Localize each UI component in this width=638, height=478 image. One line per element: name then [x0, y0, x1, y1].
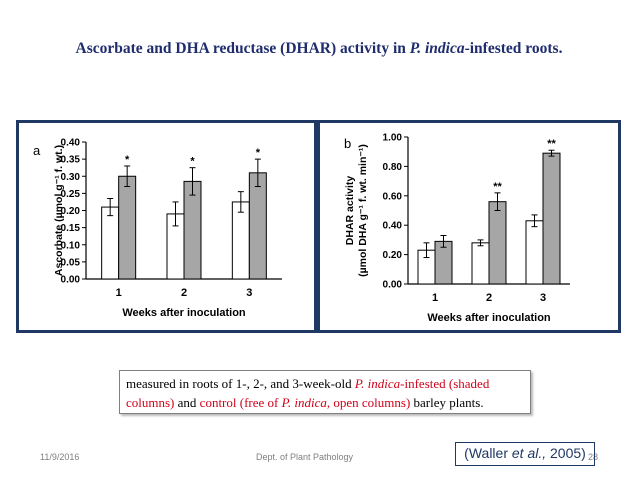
x-category-label: 1 — [116, 287, 122, 299]
y-tick-label: 0.30 — [61, 172, 81, 183]
bar-week3-open — [525, 220, 544, 285]
significance-label: ** — [493, 181, 502, 193]
x-category-label: 3 — [540, 292, 546, 304]
y-axis-label-units: (µmol DHA g⁻¹ f. wt. min⁻¹) — [357, 144, 369, 277]
y-tick-label: 0.35 — [61, 155, 81, 166]
significance-label: * — [256, 147, 261, 159]
y-tick-label: 0.00 — [61, 275, 81, 286]
y-axis-label: Ascorbate (µmol g⁻¹ f. wt.) — [53, 145, 65, 276]
footer-date: 11/9/2016 — [40, 452, 80, 462]
significance-label: * — [190, 156, 195, 168]
bar-week3-shaded — [248, 172, 267, 280]
bar-week2-open — [471, 242, 490, 285]
bar-week1-open — [101, 206, 120, 280]
y-tick-label: 0.40 — [383, 221, 403, 232]
x-category-label: 3 — [246, 287, 252, 299]
y-tick-label: 0.40 — [61, 138, 81, 149]
significance-label: ** — [547, 138, 556, 150]
chart-panel-ascorbate: 0.00 0.05 0.10 0.15 0.20 0.25 0.30 0.35 0.40 * 1 * 2… — [16, 120, 317, 333]
dhar-bar-chart: 0.00 0.20 0.40 0.60 0.80 1.00 1 ** 2 ** 3 Weeks aft… — [344, 133, 570, 324]
bar-week3-open — [231, 201, 250, 280]
footer-department: Dept. of Plant Pathology — [256, 452, 354, 462]
y-tick-label: 0.00 — [383, 280, 403, 291]
y-tick-label: 0.60 — [383, 191, 403, 202]
bar-week1-shaded — [118, 175, 137, 280]
y-tick-label: 0.10 — [61, 240, 81, 251]
panel-label-b: b — [344, 136, 352, 151]
y-tick-label: 0.15 — [61, 223, 81, 234]
y-axis-label: DHAR activity — [344, 176, 356, 246]
x-axis-label: Weeks after inoculation — [122, 307, 246, 319]
y-tick-label: 1.00 — [383, 133, 403, 144]
citation-box: (Waller et al., 2005) — [455, 442, 595, 466]
y-tick-label: 0.20 — [383, 250, 403, 261]
x-category-label: 1 — [432, 292, 438, 304]
bar-week2-shaded — [488, 201, 507, 285]
chart-panel-dhar: 0.00 0.20 0.40 0.60 0.80 1.00 1 ** 2 ** 3 Weeks aft… — [317, 120, 621, 333]
y-tick-label: 0.20 — [61, 206, 81, 217]
x-axis-label: Weeks after inoculation — [427, 312, 551, 324]
slide-title: Ascorbate and DHA reductase (DHAR) activ… — [75, 40, 563, 57]
y-tick-label: 0.05 — [61, 257, 81, 268]
figure-caption: measured in roots of 1-, 2-, and 3-week-… — [119, 370, 531, 414]
significance-label: * — [125, 154, 130, 166]
y-tick-label: 0.80 — [383, 162, 403, 173]
footer-page-number: 28 — [588, 452, 599, 462]
x-category-label: 2 — [181, 287, 187, 299]
bar-week1-shaded — [434, 240, 453, 285]
bar-week3-shaded — [542, 152, 561, 285]
ascorbate-bar-chart: 0.00 0.05 0.10 0.15 0.20 0.25 0.30 0.35 0.40 * 1 * 2… — [53, 138, 282, 319]
x-category-label: 2 — [486, 292, 492, 304]
y-tick-label: 0.25 — [61, 189, 81, 200]
bar-week2-shaded — [183, 180, 202, 280]
panel-label-a: a — [33, 143, 41, 158]
